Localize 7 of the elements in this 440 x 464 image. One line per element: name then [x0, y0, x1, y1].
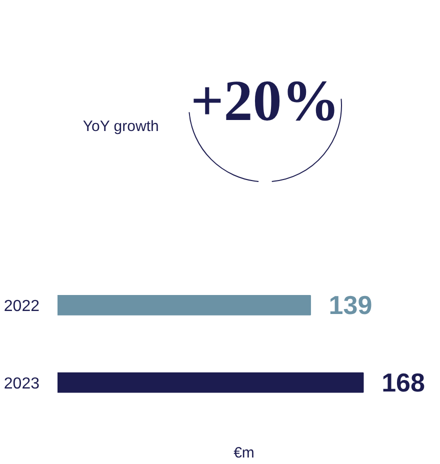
data-label: 168: [382, 368, 425, 398]
chart-title: YoY growth: [82, 118, 159, 135]
data-label: 139: [328, 290, 372, 320]
y-tick-label: 2022: [4, 298, 40, 316]
text: +20%: [190, 68, 340, 133]
x-axis-title: €m: [234, 444, 254, 462]
y-tick-label: 2023: [4, 376, 40, 393]
